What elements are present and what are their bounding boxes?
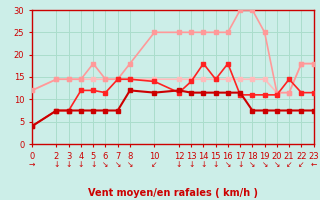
- Text: ↓: ↓: [212, 160, 219, 169]
- Text: ↓: ↓: [90, 160, 96, 169]
- Text: ↓: ↓: [188, 160, 194, 169]
- Text: ↓: ↓: [176, 160, 182, 169]
- Text: ↘: ↘: [127, 160, 133, 169]
- Text: ↓: ↓: [66, 160, 72, 169]
- Text: ←: ←: [310, 160, 317, 169]
- Text: ↘: ↘: [102, 160, 109, 169]
- Text: ↘: ↘: [115, 160, 121, 169]
- Text: ↓: ↓: [53, 160, 60, 169]
- Text: ↓: ↓: [237, 160, 243, 169]
- Text: ↘: ↘: [249, 160, 256, 169]
- Text: ↙: ↙: [298, 160, 305, 169]
- Text: ↙: ↙: [286, 160, 292, 169]
- Text: ↓: ↓: [78, 160, 84, 169]
- Text: →: →: [29, 160, 35, 169]
- Text: ↘: ↘: [274, 160, 280, 169]
- Text: Vent moyen/en rafales ( km/h ): Vent moyen/en rafales ( km/h ): [88, 188, 258, 198]
- Text: ↓: ↓: [200, 160, 207, 169]
- Text: ↘: ↘: [261, 160, 268, 169]
- Text: ↙: ↙: [151, 160, 158, 169]
- Text: ↘: ↘: [225, 160, 231, 169]
